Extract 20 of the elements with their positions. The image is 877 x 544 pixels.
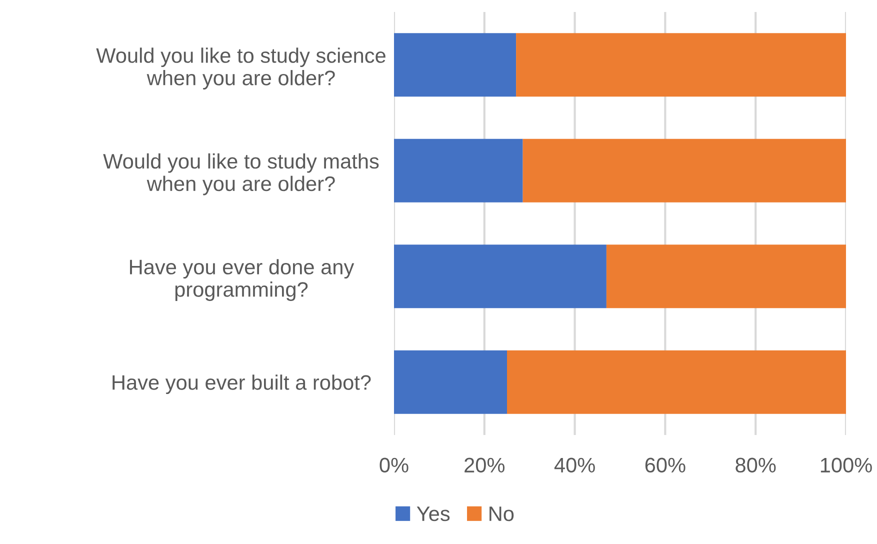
bar bbox=[507, 350, 846, 414]
x-tick-label: 0% bbox=[380, 458, 408, 473]
y-tick-label: Would you like to study science when you are older? bbox=[96, 48, 386, 90]
bar bbox=[516, 33, 846, 97]
bar bbox=[394, 138, 523, 202]
legend-label: Yes bbox=[416, 506, 450, 522]
y-tick-label: Have you ever done any programming? bbox=[130, 259, 354, 301]
legend-label: No bbox=[490, 506, 514, 522]
x-tick-label: 100% bbox=[820, 458, 872, 473]
bar bbox=[394, 33, 516, 97]
x-tick-label: 20% bbox=[464, 458, 505, 473]
y-tick-label: Would you like to study maths when you are older? bbox=[103, 153, 379, 196]
bar bbox=[522, 138, 846, 202]
x-tick-label: 80% bbox=[736, 458, 776, 473]
bar bbox=[394, 350, 507, 414]
y-tick-label: Have you ever built a robot? bbox=[112, 374, 371, 394]
x-tick-label: 40% bbox=[554, 458, 595, 473]
x-tick-label: 60% bbox=[645, 458, 686, 473]
bar bbox=[606, 244, 846, 308]
bar bbox=[394, 244, 606, 308]
